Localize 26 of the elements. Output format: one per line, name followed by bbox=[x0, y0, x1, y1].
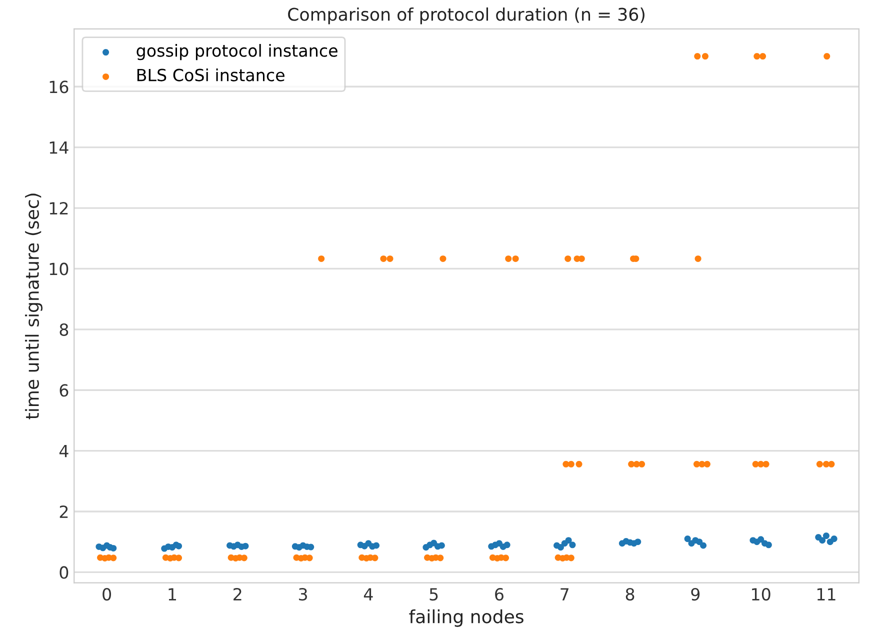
x-axis-title: failing nodes bbox=[409, 609, 524, 627]
y-tick-label: 16 bbox=[50, 80, 68, 94]
y-tick-label: 4 bbox=[59, 444, 68, 458]
x-tick-label: 6 bbox=[495, 588, 504, 601]
legend-label: gossip protocol instance bbox=[136, 44, 338, 60]
x-tick-label: 4 bbox=[364, 588, 373, 600]
x-tick-label: 1 bbox=[168, 588, 176, 600]
x-tick-label: 9 bbox=[691, 588, 700, 601]
y-tick-label: 12 bbox=[50, 202, 68, 214]
x-tick-label: 11 bbox=[817, 588, 836, 600]
y-axis-title: time until signature (sec) bbox=[25, 194, 42, 420]
x-tick-label: 3 bbox=[298, 588, 307, 601]
x-tick-label: 8 bbox=[626, 588, 634, 601]
y-tick-label: 14 bbox=[50, 142, 68, 154]
y-tick-label: 6 bbox=[60, 384, 68, 397]
x-tick-label: 5 bbox=[430, 588, 438, 601]
legend-label: BLS CoSi instance bbox=[137, 68, 284, 82]
x-tick-label: 7 bbox=[560, 588, 568, 600]
x-tick-label: 0 bbox=[102, 588, 112, 601]
chart-title: Comparison of protocol duration (n = 36) bbox=[288, 7, 644, 24]
x-tick-label: 10 bbox=[752, 588, 770, 601]
y-tick-label: 0 bbox=[60, 566, 68, 579]
y-tick-label: 10 bbox=[50, 262, 68, 276]
y-tick-label: 2 bbox=[60, 505, 68, 518]
x-tick-label: 2 bbox=[234, 588, 242, 600]
y-tick-label: 8 bbox=[60, 323, 68, 336]
